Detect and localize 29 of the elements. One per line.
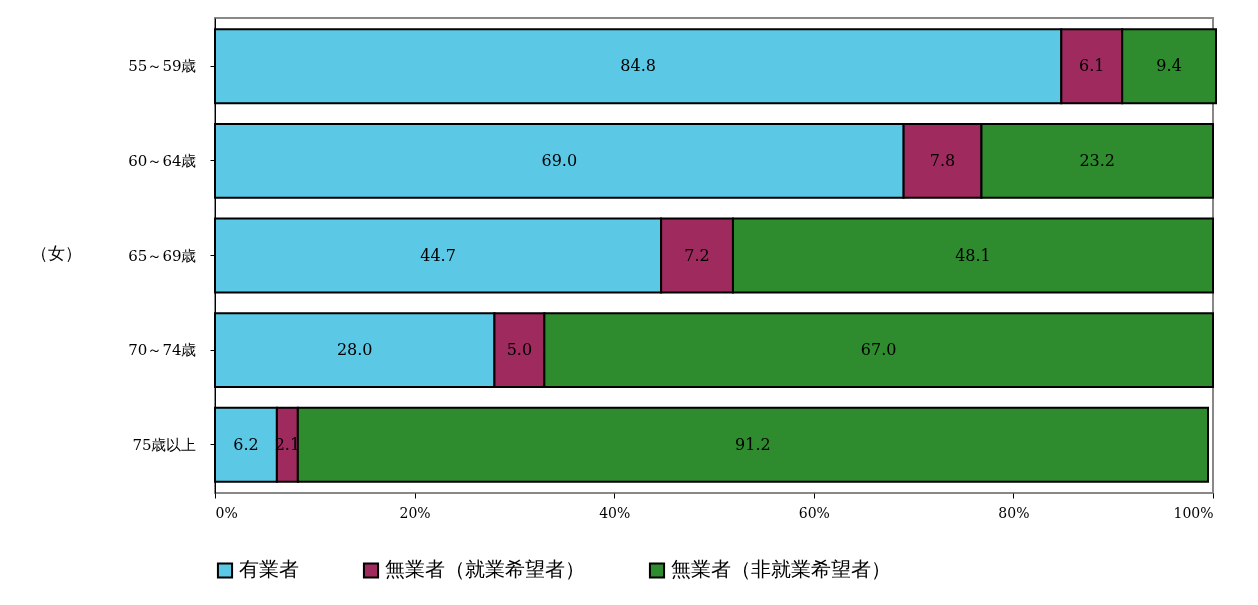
y-tick-label: 75歳以上 bbox=[132, 435, 197, 454]
data-label: 7.8 bbox=[929, 150, 956, 170]
data-label: 5.0 bbox=[506, 340, 533, 360]
data-label: 9.4 bbox=[1156, 56, 1182, 76]
data-label: 84.8 bbox=[620, 56, 656, 76]
legend-label: 無業者（非就業希望者） bbox=[671, 557, 891, 582]
x-tick-label: 80% bbox=[998, 504, 1030, 521]
data-label: 28.0 bbox=[336, 340, 373, 360]
data-label: 6.2 bbox=[233, 434, 259, 454]
x-tick-label: 100% bbox=[1173, 504, 1214, 521]
x-tick-label: 20% bbox=[399, 504, 431, 521]
data-label: 7.2 bbox=[684, 245, 710, 265]
y-tick-label: 60～64歳 bbox=[128, 151, 197, 170]
data-label: 44.7 bbox=[420, 245, 456, 265]
legend-label: 無業者（就業希望者） bbox=[385, 557, 585, 582]
y-axis-title: （女） bbox=[30, 242, 82, 263]
y-tick-label: 55～59歳 bbox=[128, 57, 197, 76]
y-tick-label: 70～74歳 bbox=[128, 341, 197, 360]
data-label: 23.2 bbox=[1079, 150, 1116, 170]
x-tick-label: 40% bbox=[599, 504, 631, 521]
x-tick-label: 0% bbox=[215, 504, 238, 521]
data-label: 91.2 bbox=[735, 434, 771, 454]
data-label: 69.0 bbox=[541, 150, 578, 170]
y-tick-label: 65～69歳 bbox=[128, 246, 197, 265]
data-label: 48.1 bbox=[955, 245, 991, 265]
data-label: 6.1 bbox=[1079, 56, 1105, 76]
data-label: 67.0 bbox=[860, 340, 897, 360]
x-tick-label: 60% bbox=[798, 504, 830, 521]
legend-label: 有業者 bbox=[239, 557, 299, 582]
